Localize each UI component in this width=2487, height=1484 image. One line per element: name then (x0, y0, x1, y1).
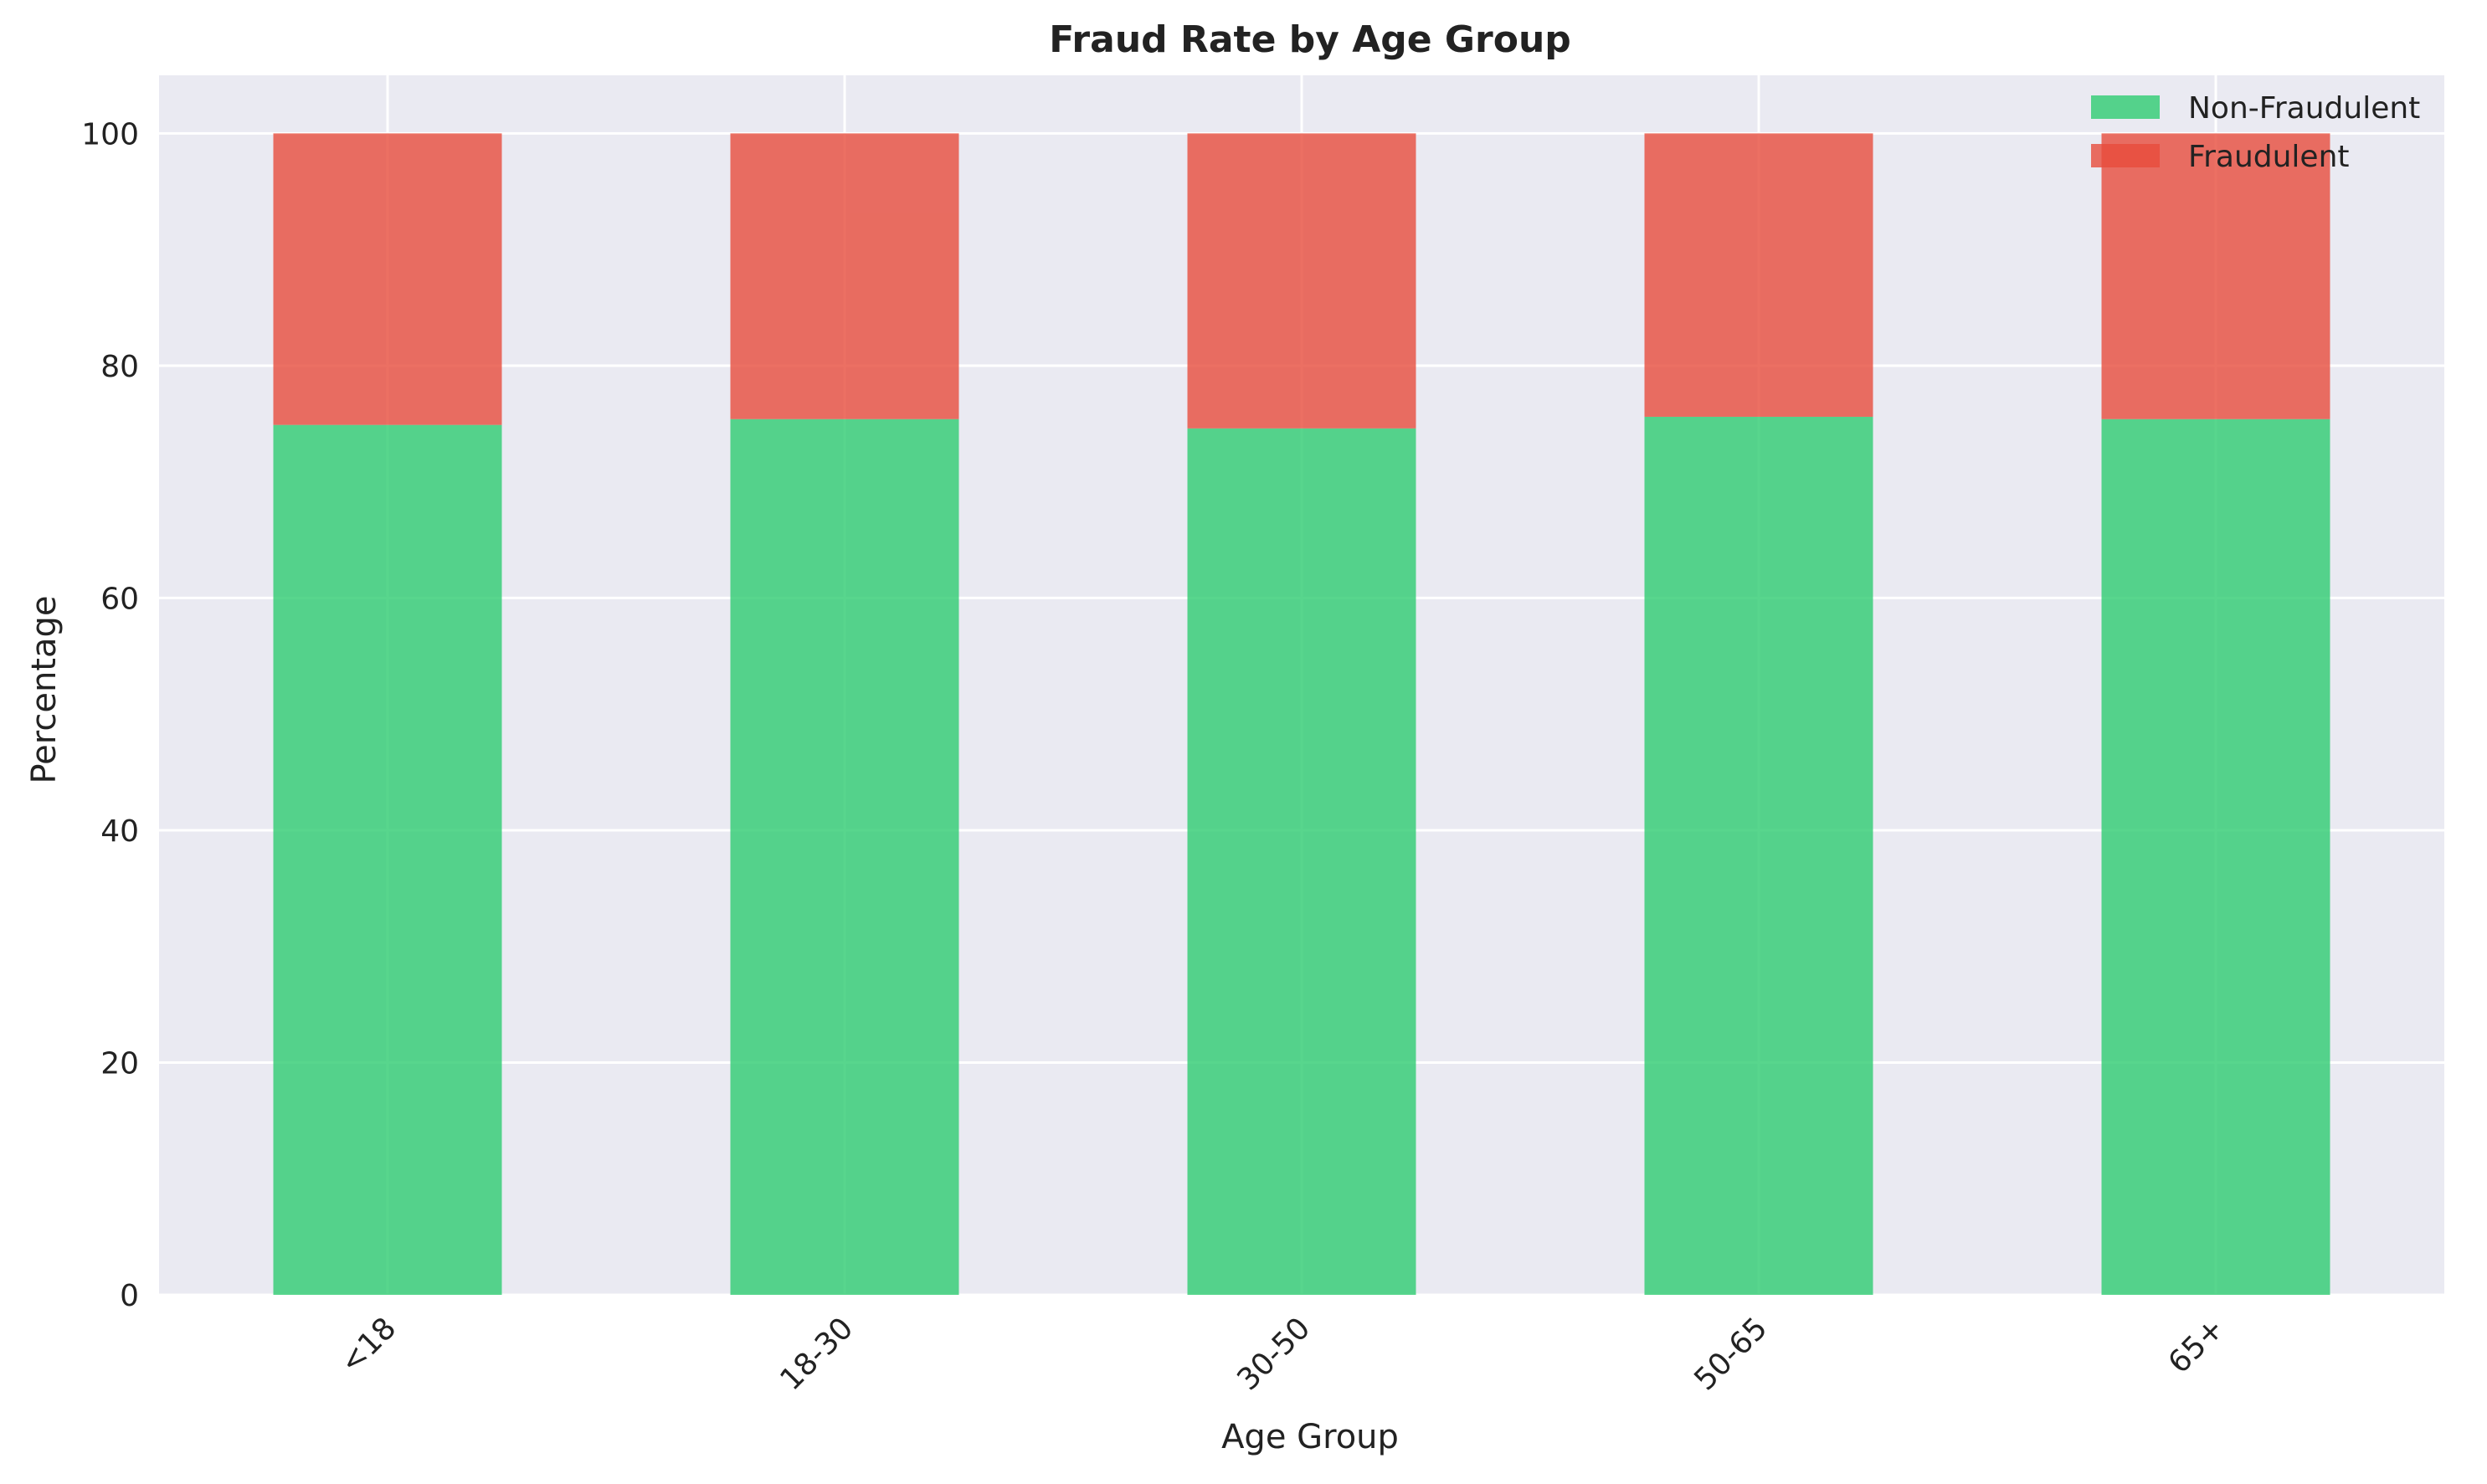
x-tick-label: 65+ (2162, 1311, 2232, 1380)
chart-title: Fraud Rate by Age Group (1049, 18, 1571, 61)
y-tick-label: 20 (100, 1046, 139, 1081)
y-tick-label: 60 (100, 582, 139, 616)
y-tick-label: 80 (100, 350, 139, 384)
bar-fraudulent-18 (273, 133, 502, 425)
legend: Non-Fraudulent Fraudulent (2091, 91, 2420, 174)
y-tick-label: 100 (81, 117, 139, 151)
x-tick-label: 18-30 (773, 1311, 860, 1397)
bar-fraudulent-3050 (1187, 133, 1416, 429)
y-tick-label: 0 (120, 1279, 139, 1313)
legend-fraudulent-swatch (2091, 144, 2160, 167)
bar-non-fraudulent-1830 (730, 418, 959, 1295)
x-tick-label: 50-65 (1688, 1311, 1774, 1397)
bar-non-fraudulent-5065 (1644, 416, 1873, 1296)
x-tick-label: 30-50 (1231, 1311, 1317, 1397)
y-axis-label: Percentage (25, 595, 64, 783)
legend-non-fraudulent-label: Non-Fraudulent (2188, 91, 2420, 126)
bar-fraudulent-1830 (730, 133, 959, 419)
x-tick-label: <18 (334, 1311, 403, 1380)
x-axis-label: Age Group (1221, 1418, 1399, 1456)
bar-non-fraudulent-65 (2101, 418, 2330, 1295)
x-tick-labels: <18 18-30 30-50 50-65 65+ (334, 1311, 2232, 1397)
y-tick-label: 40 (100, 814, 139, 849)
legend-fraudulent-label: Fraudulent (2188, 140, 2350, 174)
y-tick-labels: 0 20 40 60 80 100 (81, 117, 139, 1313)
bar-non-fraudulent-18 (273, 424, 502, 1295)
bar-non-fraudulent-3050 (1187, 428, 1416, 1295)
legend-non-fraudulent-swatch (2091, 95, 2160, 119)
bars-layer (273, 133, 2330, 1296)
bar-fraudulent-65 (2101, 133, 2330, 419)
bar-fraudulent-5065 (1644, 133, 1873, 417)
